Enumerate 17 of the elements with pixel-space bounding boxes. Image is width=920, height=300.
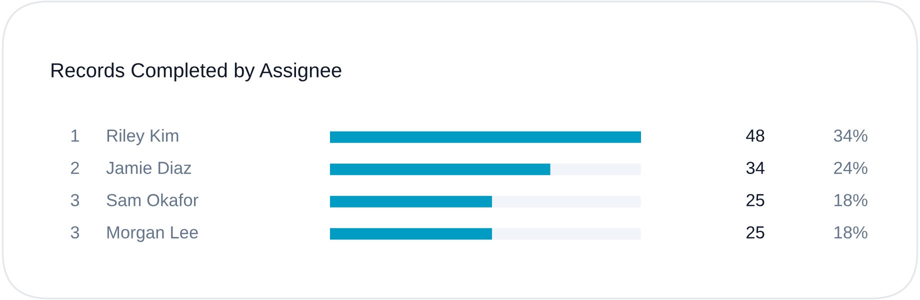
y-tick-label: Morgan Lee: [107, 226, 198, 242]
chart-title: Records Completed by Assignee: [52, 62, 342, 82]
text: 2: [71, 162, 79, 174]
data-label: 48: [746, 129, 764, 142]
y-tick-label: Riley Kim: [107, 129, 178, 146]
text: 18%: [834, 226, 868, 239]
text: 1: [71, 130, 79, 142]
y-tick-label: Jamie Diaz: [106, 161, 191, 174]
text: 24%: [834, 162, 868, 174]
text: 3: [70, 194, 80, 206]
text: 3: [70, 226, 80, 239]
data-label: 25: [746, 226, 764, 239]
data-label: 34: [746, 162, 764, 174]
data-label: 25: [746, 194, 764, 206]
text: 18%: [834, 194, 868, 206]
y-tick-label: Sam Okafor: [106, 194, 198, 206]
text: 34%: [834, 129, 868, 142]
